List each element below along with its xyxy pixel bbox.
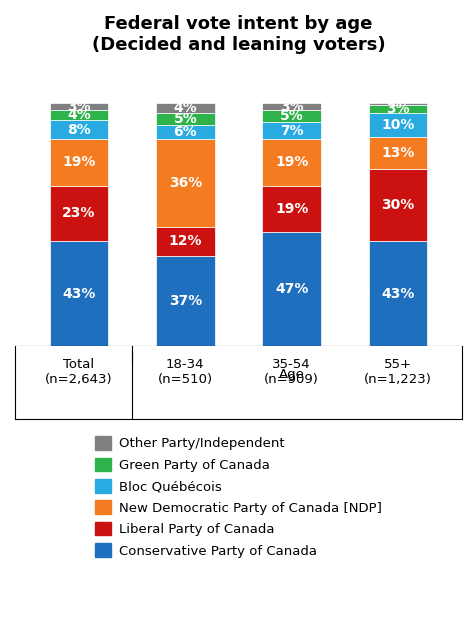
Bar xyxy=(368,241,426,346)
Text: Total
(n=2,643): Total (n=2,643) xyxy=(45,358,112,386)
Bar xyxy=(262,103,320,110)
Bar xyxy=(368,105,426,113)
Bar xyxy=(50,185,108,241)
Text: 18-34
(n=510): 18-34 (n=510) xyxy=(158,358,212,386)
Text: 3%: 3% xyxy=(279,99,303,113)
Text: 19%: 19% xyxy=(62,155,95,169)
Bar xyxy=(50,120,108,140)
Bar xyxy=(368,137,426,169)
Bar xyxy=(262,185,320,232)
Text: 3%: 3% xyxy=(386,102,409,116)
Bar xyxy=(156,103,214,113)
Text: 43%: 43% xyxy=(62,287,95,301)
Text: 19%: 19% xyxy=(275,202,308,216)
Bar xyxy=(262,110,320,122)
Text: 12%: 12% xyxy=(168,234,202,248)
Bar xyxy=(368,103,426,105)
Text: 5%: 5% xyxy=(173,111,197,125)
Text: 19%: 19% xyxy=(275,155,308,169)
Text: 23%: 23% xyxy=(62,206,95,220)
Bar xyxy=(156,256,214,346)
Title: Federal vote intent by age
(Decided and leaning voters): Federal vote intent by age (Decided and … xyxy=(91,15,385,54)
Bar xyxy=(262,232,320,346)
Text: 6%: 6% xyxy=(173,125,197,139)
Bar xyxy=(50,110,108,120)
Bar xyxy=(262,140,320,185)
Text: 35-54
(n=909): 35-54 (n=909) xyxy=(264,358,318,386)
Bar xyxy=(50,103,108,110)
Text: 5%: 5% xyxy=(279,110,303,124)
Text: 8%: 8% xyxy=(67,123,90,137)
Bar xyxy=(156,227,214,256)
Text: 3%: 3% xyxy=(67,99,90,113)
Text: 4%: 4% xyxy=(67,108,90,122)
Bar xyxy=(368,113,426,137)
Legend: Other Party/Independent, Green Party of Canada, Bloc Québécois, New Democratic P: Other Party/Independent, Green Party of … xyxy=(89,431,387,563)
Text: Age: Age xyxy=(278,368,304,381)
Bar xyxy=(50,140,108,185)
Text: 37%: 37% xyxy=(169,294,201,308)
Bar xyxy=(156,140,214,227)
Bar xyxy=(262,122,320,140)
Text: 30%: 30% xyxy=(381,198,414,212)
Text: 47%: 47% xyxy=(275,282,308,296)
Text: 10%: 10% xyxy=(381,118,414,132)
Text: 13%: 13% xyxy=(381,146,414,160)
Text: 36%: 36% xyxy=(169,176,201,190)
Bar xyxy=(368,169,426,241)
Bar xyxy=(50,241,108,346)
Text: 7%: 7% xyxy=(279,124,303,138)
Bar xyxy=(156,113,214,125)
Text: 55+
(n=1,223): 55+ (n=1,223) xyxy=(364,358,431,386)
Text: 43%: 43% xyxy=(381,287,414,301)
Text: 4%: 4% xyxy=(173,101,197,115)
Bar xyxy=(156,125,214,140)
